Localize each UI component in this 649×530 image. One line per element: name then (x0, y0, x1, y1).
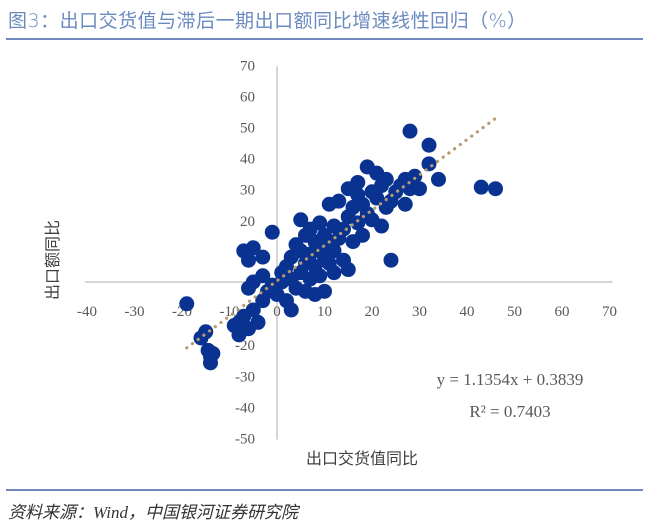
x-tick-label: 10 (317, 304, 332, 320)
data-point (326, 243, 342, 259)
data-point (340, 262, 356, 278)
x-tick-label: 70 (602, 304, 617, 320)
x-tick-label: -30 (125, 304, 145, 320)
x-tick-label: -10 (220, 304, 240, 320)
y-tick-label: -30 (235, 369, 255, 385)
data-point (241, 252, 256, 268)
x-tick-label: 30 (412, 304, 427, 320)
data-point (473, 179, 489, 195)
y-axis-title: 出口额同比 (43, 220, 62, 300)
x-axis-title: 出口交货值同比 (306, 449, 418, 468)
y-tick-label: 60 (240, 89, 255, 105)
footer-rule (6, 489, 643, 491)
y-tick-label: 50 (240, 121, 255, 137)
x-tick-label: 20 (365, 304, 380, 320)
data-point (245, 302, 261, 318)
data-point (331, 193, 347, 209)
data-point (383, 252, 399, 268)
data-point (488, 181, 503, 197)
y-tick-label: 30 (240, 183, 255, 199)
data-point (431, 171, 446, 187)
data-point (255, 249, 271, 265)
trendline-path (185, 116, 498, 350)
r-squared-label: R² = 0.7403 (469, 402, 550, 421)
data-point (402, 123, 418, 139)
x-tick-label: 50 (507, 304, 522, 320)
y-tick-label: 70 (240, 58, 255, 74)
regression-equation: y = 1.1354x + 0.3839 (437, 370, 584, 389)
data-point (378, 171, 394, 187)
data-point (255, 268, 271, 284)
y-tick-label: 20 (240, 214, 255, 230)
data-points (179, 123, 503, 371)
figure-title: 图3：出口交货值与滞后一期出口额同比增速线性回归（%） (8, 10, 527, 32)
data-point (198, 324, 214, 340)
scatter-chart: -40-30-20-10010203040506070-50-40-30-20-… (43, 58, 617, 468)
data-point (397, 196, 413, 212)
y-tick-label: 40 (240, 152, 255, 168)
data-point (312, 268, 328, 284)
data-point (412, 181, 427, 197)
data-point (421, 156, 437, 172)
data-point (369, 190, 385, 206)
data-point (350, 174, 366, 190)
data-point (283, 302, 299, 318)
trendline (185, 116, 498, 350)
data-point (326, 265, 342, 281)
data-point (355, 227, 370, 243)
data-point (317, 283, 332, 299)
data-point (293, 212, 309, 228)
data-point (205, 346, 221, 362)
y-tick-label: -40 (235, 400, 255, 416)
x-tick-label: 40 (460, 304, 475, 320)
data-point (374, 218, 389, 234)
data-point (264, 224, 280, 240)
data-point (421, 137, 437, 153)
x-tick-label: 0 (273, 304, 281, 320)
x-tick-label: 60 (555, 304, 570, 320)
source-note: 资料来源：Wind，中国银河证券研究院 (8, 503, 298, 522)
data-point (250, 314, 266, 330)
data-point (179, 296, 195, 312)
data-point (245, 240, 261, 256)
data-point (350, 215, 366, 231)
axes: -40-30-20-10010203040506070-50-40-30-20-… (77, 58, 617, 447)
y-tick-label: -50 (235, 432, 255, 448)
data-point (407, 168, 423, 184)
data-point (312, 215, 328, 231)
x-tick-label: -40 (77, 304, 97, 320)
title-rule (6, 38, 643, 40)
